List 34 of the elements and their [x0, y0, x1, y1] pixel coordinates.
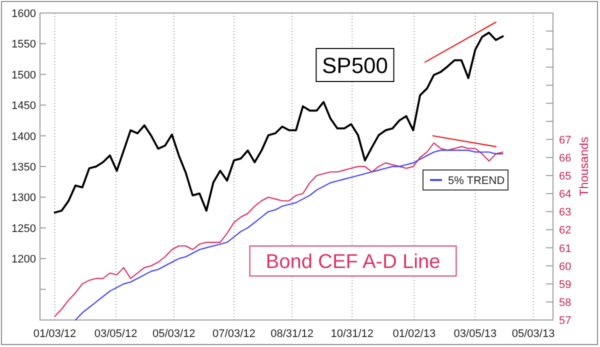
y-tick-label: 1250 [12, 222, 36, 235]
x-tick-label: 08/31/12 [270, 328, 314, 340]
y-tick-label: 1350 [12, 162, 36, 174]
y2-tick-label: 67 [559, 134, 572, 146]
y2-tick-label: 61 [559, 242, 572, 255]
y2-tick-label: 58 [559, 296, 572, 309]
x-tick-label: 01/02/13 [392, 328, 436, 340]
x-tick-label: 01/03/12 [33, 328, 76, 340]
y-tick-label: 1550 [12, 38, 36, 51]
y-tick-label: 1500 [12, 69, 36, 82]
y-tick-label: 1400 [12, 130, 36, 143]
x-tick-label: 03/05/12 [94, 328, 138, 340]
y2-tick-label: 60 [559, 260, 572, 273]
y-tick-label: 1300 [12, 192, 36, 204]
x-tick-label: 05/03/12 [152, 328, 196, 340]
legend-label: 5% TREND [448, 175, 505, 187]
y2-tick-label: 64 [559, 188, 572, 201]
x-tick-label: 05/03/13 [512, 328, 555, 340]
x-tick-label: 10/31/12 [330, 328, 374, 340]
x-tick-label: 07/03/12 [212, 328, 256, 340]
y2-tick-label: 59 [559, 278, 572, 291]
y-tick-label: 1600 [12, 8, 36, 20]
y2-tick-label: 63 [559, 206, 572, 219]
x-tick-label: 03/05/13 [454, 328, 497, 340]
text: Bond CEF A-D Line [266, 251, 440, 274]
line-series [54, 32, 504, 214]
y2-tick-label: 62 [559, 224, 572, 237]
y2-axis-title: Thousands [577, 136, 591, 196]
y2-tick-label: 57 [559, 315, 572, 327]
series-label: SP500 [322, 52, 388, 78]
y2-tick-label: 66 [559, 152, 572, 164]
y-tick-label: 1450 [12, 100, 36, 112]
y2-tick-label: 65 [559, 170, 572, 183]
y-tick-label: 1200 [12, 254, 36, 266]
